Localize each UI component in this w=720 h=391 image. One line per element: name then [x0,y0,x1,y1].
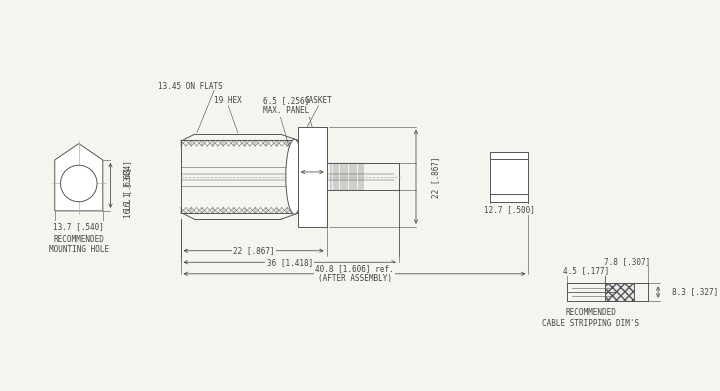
Text: 13.7 [.540]: 13.7 [.540] [53,222,104,231]
Text: GASKET: GASKET [305,96,333,105]
Text: RECOMMENDED
MOUNTING HOLE: RECOMMENDED MOUNTING HOLE [49,235,109,254]
Text: 4.5 [.177]: 4.5 [.177] [563,266,609,275]
Bar [490,152,528,202]
Text: 13.45 ON FLATS: 13.45 ON FLATS [158,82,222,91]
Circle shape [60,165,97,202]
Text: 8.3 [.327]: 8.3 [.327] [672,287,718,296]
Text: 22 [.867]: 22 [.867] [233,246,274,255]
Text: 40.8 [1.606] ref.
(AFTER ASSEMBLY): 40.8 [1.606] ref. (AFTER ASSEMBLY) [315,264,394,283]
Text: 19 HEX: 19 HEX [215,96,242,105]
Text: 22 [.867]: 22 [.867] [431,156,440,197]
Polygon shape [55,143,103,211]
Text: 7.8 [.307]: 7.8 [.307] [604,257,650,266]
Ellipse shape [286,139,303,214]
Text: 36 [1.418]: 36 [1.418] [266,258,312,267]
Polygon shape [606,283,634,301]
Text: 16.1 [.634]: 16.1 [.634] [123,160,132,211]
Text: 6.5 [.256]
MAX. PANEL: 6.5 [.256] MAX. PANEL [264,96,310,115]
Text: 12.7 [.500]: 12.7 [.500] [484,205,535,214]
Text: 16.1 [.634]: 16.1 [.634] [123,167,132,217]
Bar [298,127,327,227]
Text: RECOMMENDED
CABLE STRIPPING DIM'S: RECOMMENDED CABLE STRIPPING DIM'S [542,308,639,328]
